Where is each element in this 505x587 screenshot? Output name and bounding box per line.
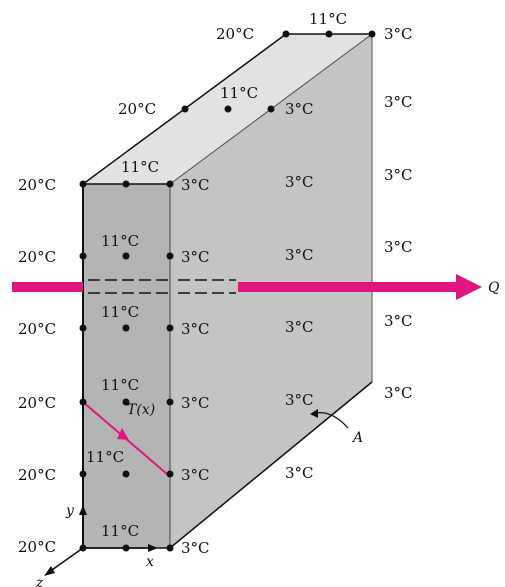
temp-label-20: 20°C xyxy=(18,320,56,338)
node-dot xyxy=(79,470,87,478)
x-axis-label: x xyxy=(146,554,154,570)
temp-label-3: 3°C xyxy=(181,248,210,266)
temp-label-20: 20°C xyxy=(18,176,56,194)
temp-label-3: 3°C xyxy=(384,238,413,256)
heat-arrow-left xyxy=(12,282,83,292)
y-axis-label: y xyxy=(65,503,75,519)
node-dot xyxy=(79,398,87,406)
temp-label-3: 3°C xyxy=(384,93,413,111)
node-dot xyxy=(282,30,290,38)
node-dot xyxy=(122,470,130,478)
area-leader-arrowhead xyxy=(310,409,318,418)
node-dot xyxy=(122,398,130,406)
node-dots xyxy=(79,30,376,552)
temp-label-20: 20°C xyxy=(18,394,56,412)
heat-arrow-head xyxy=(456,274,482,300)
x-axis-arrowhead xyxy=(148,544,158,552)
temp-label-3: 3°C xyxy=(181,394,210,412)
temp-label-3: 3°C xyxy=(384,312,413,330)
temp-label-11: 11°C xyxy=(220,84,258,102)
temp-label-3: 3°C xyxy=(285,173,314,191)
temperature-function-label: T(x) xyxy=(127,402,155,418)
heat-arrow-right xyxy=(238,282,456,292)
node-dot xyxy=(166,252,174,260)
area-label: A xyxy=(351,430,363,446)
temp-label-3: 3°C xyxy=(285,391,314,409)
node-dot xyxy=(122,180,130,188)
temp-label-11: 11°C xyxy=(309,10,347,28)
temp-label-11: 11°C xyxy=(101,303,139,321)
node-dot xyxy=(166,324,174,332)
temp-label-20: 20°C xyxy=(216,25,254,43)
node-dot xyxy=(166,470,174,478)
temp-label-11: 11°C xyxy=(86,448,124,466)
temp-label-3: 3°C xyxy=(181,539,210,557)
heat-rate-label: Q xyxy=(488,280,500,296)
temp-label-3: 3°C xyxy=(181,320,210,338)
temp-label-3: 3°C xyxy=(384,384,413,402)
z-axis-arrowhead xyxy=(44,566,55,576)
temperature-profile-arrowhead xyxy=(117,428,129,440)
node-dot xyxy=(122,544,130,552)
node-dot xyxy=(368,30,376,38)
temp-label-11: 11°C xyxy=(101,232,139,250)
temp-label-3: 3°C xyxy=(384,166,413,184)
node-dot xyxy=(79,180,87,188)
temp-label-11: 11°C xyxy=(101,522,139,540)
temp-label-3: 3°C xyxy=(285,464,314,482)
node-dot xyxy=(166,398,174,406)
temp-label-20: 20°C xyxy=(18,466,56,484)
temp-label-3: 3°C xyxy=(285,318,314,336)
temp-label-20: 20°C xyxy=(118,100,156,118)
node-dot xyxy=(181,105,189,113)
z-axis xyxy=(48,547,84,573)
temp-label-3: 3°C xyxy=(285,246,314,264)
y-axis-arrowhead xyxy=(79,505,87,515)
bottom-right-edge xyxy=(169,381,373,549)
node-dot xyxy=(122,324,130,332)
node-dot xyxy=(224,105,232,113)
node-dot xyxy=(79,544,87,552)
node-dot xyxy=(166,180,174,188)
temp-label-11: 11°C xyxy=(121,158,159,176)
node-dot xyxy=(122,252,130,260)
temp-label-20: 20°C xyxy=(18,248,56,266)
node-dot xyxy=(166,544,174,552)
temp-label-3: 3°C xyxy=(285,100,314,118)
temp-label-3: 3°C xyxy=(181,466,210,484)
temp-label-3: 3°C xyxy=(384,25,413,43)
temp-label-20: 20°C xyxy=(18,538,56,556)
node-dot xyxy=(267,105,275,113)
temp-label-11: 11°C xyxy=(101,376,139,394)
temp-label-3: 3°C xyxy=(181,176,210,194)
z-axis-label: z xyxy=(35,575,44,587)
node-dot xyxy=(79,324,87,332)
node-dot xyxy=(325,30,333,38)
node-dot xyxy=(79,252,87,260)
